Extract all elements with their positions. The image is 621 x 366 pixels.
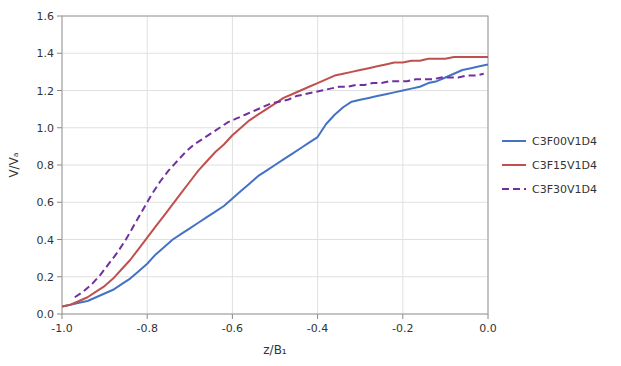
series-line (75, 74, 484, 298)
legend-swatch (502, 140, 526, 142)
legend-swatch (502, 188, 526, 190)
plot-frame (62, 16, 488, 314)
y-tick-label: 1.2 (37, 85, 55, 98)
y-tick (57, 276, 62, 277)
x-tick (62, 314, 63, 319)
y-grid-line (62, 127, 488, 128)
axes: -1.0 -0.8 -0.6 -0.4 -0.2 0.0 0.0 0.2 0.4 0.6 0.8 1.… (37, 10, 497, 335)
legend-label: C3F15V1D4 (532, 159, 597, 172)
x-tick (402, 314, 403, 319)
y-tick (57, 53, 62, 54)
legend: C3F00V1D4 C3F15V1D4 C3F30V1D4 (502, 135, 597, 196)
y-grid-line (62, 276, 488, 277)
x-tick (317, 314, 318, 319)
y-tick-label: 0.0 (37, 308, 55, 321)
y-tick (57, 202, 62, 203)
y-tick-label: 0.6 (37, 196, 55, 209)
y-axis-label: V/Vₐ (7, 152, 21, 177)
series-lines (62, 57, 488, 307)
legend-swatch (502, 164, 526, 166)
y-tick-label: 0.8 (37, 159, 55, 172)
y-tick (57, 239, 62, 240)
x-tick-label: -1.0 (51, 322, 72, 335)
y-grid-line (62, 202, 488, 203)
y-tick-label: 0.2 (37, 271, 55, 284)
series-line (62, 64, 488, 306)
x-tick-label: 0.0 (479, 322, 497, 335)
grid (62, 16, 488, 314)
y-tick-label: 1.6 (37, 10, 55, 23)
legend-label: C3F30V1D4 (532, 183, 597, 196)
chart: -1.0 -0.8 -0.6 -0.4 -0.2 0.0 0.0 0.2 0.4 0.6 0.8 1.… (0, 0, 621, 366)
y-grid-line (62, 90, 488, 91)
x-tick (488, 314, 489, 319)
y-grid-line (62, 53, 488, 54)
x-tick-label: -0.8 (136, 322, 157, 335)
x-tick (232, 314, 233, 319)
x-tick-label: -0.6 (222, 322, 243, 335)
y-tick-label: 1.4 (37, 47, 55, 60)
series-line (62, 57, 488, 307)
y-tick-label: 0.4 (37, 234, 55, 247)
x-tick-label: -0.4 (307, 322, 328, 335)
legend-label: C3F00V1D4 (532, 135, 597, 148)
y-tick (57, 90, 62, 91)
x-tick (147, 314, 148, 319)
y-tick (57, 314, 62, 315)
y-tick (57, 127, 62, 128)
x-axis-label: z/B₁ (263, 343, 287, 357)
y-tick-label: 1.0 (37, 122, 55, 135)
x-tick-label: -0.2 (392, 322, 413, 335)
y-tick (57, 165, 62, 166)
y-tick (57, 16, 62, 17)
